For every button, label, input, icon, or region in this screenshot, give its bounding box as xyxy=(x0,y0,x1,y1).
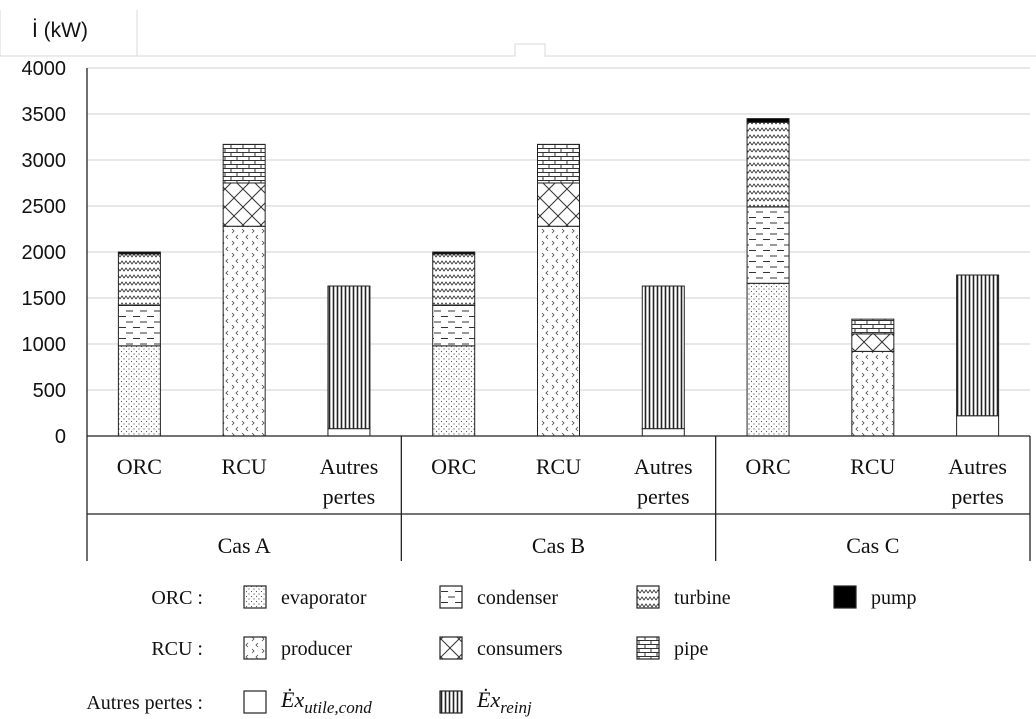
bar-segment-producer xyxy=(537,225,580,437)
legend-row-title: ORC : xyxy=(151,587,203,609)
bar-segment-consumers xyxy=(222,182,266,227)
legend-swatch-producer xyxy=(243,636,267,660)
bar-segment-turbine xyxy=(432,253,476,306)
axes xyxy=(86,68,1031,561)
bar-segment-ex_utile_cond xyxy=(956,415,1000,437)
legend-swatch-turbine xyxy=(636,585,660,609)
x-category-label: Autres pertes xyxy=(320,454,379,509)
y-tick-label: 2000 xyxy=(22,242,67,264)
bar-segment-ex_utile_cond xyxy=(641,428,685,437)
bar-segment-ex_reinj xyxy=(641,285,685,430)
y-axis-label: İ (kW) xyxy=(32,19,88,42)
bar-segment-pipe xyxy=(537,143,580,184)
header-tab-frame xyxy=(0,10,138,57)
bar-segment-pump xyxy=(432,251,476,255)
x-category-label: RCU xyxy=(536,454,581,479)
legend-swatch-ex_utile_cond xyxy=(243,690,267,714)
bar-segment-evaporator xyxy=(746,282,790,437)
bar-segment-ex_reinj xyxy=(327,285,371,430)
legend-row-title: Autres pertes : xyxy=(86,692,203,714)
legend-item-label: condenser xyxy=(477,587,558,609)
x-category-label: RCU xyxy=(222,454,267,479)
legend-item-label: consumers xyxy=(477,638,563,660)
y-tick-label: 1500 xyxy=(22,288,67,310)
legend-item-label: evaporator xyxy=(281,587,367,609)
y-tick-label: 4000 xyxy=(22,58,67,80)
y-tick-label: 2500 xyxy=(22,196,67,218)
x-category-label: Autres pertes xyxy=(948,454,1007,509)
bar-segment-consumers xyxy=(537,182,580,227)
y-tick-label: 3500 xyxy=(22,104,67,126)
bar-segment-pipe xyxy=(851,318,895,335)
bar-segment-pump xyxy=(746,118,790,123)
legend-swatch-ex_reinj xyxy=(439,690,463,714)
legend-swatch-condenser xyxy=(439,585,463,609)
legend-swatch-evaporator xyxy=(243,585,267,609)
x-group-label: Cas A xyxy=(218,533,271,558)
legend-item-label: Ėxutile,cond xyxy=(280,687,372,717)
bar-segment-pipe xyxy=(222,143,266,184)
bar-segment-condenser xyxy=(432,304,476,347)
legend-item-label: pump xyxy=(871,587,917,609)
bars xyxy=(117,118,1000,437)
y-axis-ticks: 0 500 1000 1500 2000 2500 3000 3500 4000 xyxy=(22,58,67,448)
bar-segment-condenser xyxy=(746,206,790,284)
legend-swatch-pipe xyxy=(636,636,660,660)
bar-segment-ex_reinj xyxy=(956,274,1000,417)
legend-swatch-consumers xyxy=(439,636,463,660)
bar-segment-turbine xyxy=(117,253,161,306)
bar-segment-pump xyxy=(117,251,161,255)
bar-segment-condenser xyxy=(117,304,161,347)
header-tab-line xyxy=(137,43,1036,57)
bar-segment-consumers xyxy=(851,333,895,352)
legend: ORC : evaporator condenser turbine pump RCU :… xyxy=(86,585,917,717)
legend-item-label: producer xyxy=(281,638,352,660)
bar-segment-producer xyxy=(222,225,266,437)
legend-item-label: pipe xyxy=(674,638,709,660)
bar-segment-ex_utile_cond xyxy=(327,428,371,437)
y-tick-label: 500 xyxy=(33,380,66,402)
legend-row-title: RCU : xyxy=(151,638,203,660)
x-category-label: ORC xyxy=(745,454,790,479)
y-tick-label: 1000 xyxy=(22,334,67,356)
y-tick-label: 3000 xyxy=(22,150,67,172)
legend-item-label: turbine xyxy=(674,587,731,609)
x-category-label: ORC xyxy=(117,454,162,479)
legend-swatch-pump xyxy=(833,585,857,609)
legend-item-label: Ėxreinj xyxy=(476,687,532,717)
bar-segment-evaporator xyxy=(432,345,476,437)
bar-segment-evaporator xyxy=(117,345,161,437)
x-category-label: ORC xyxy=(431,454,476,479)
y-tick-label: 0 xyxy=(55,426,66,448)
x-category-label: Autres pertes xyxy=(634,454,693,509)
x-category-label: RCU xyxy=(850,454,895,479)
bar-segment-producer xyxy=(851,350,895,437)
bar-segment-turbine xyxy=(746,121,790,208)
x-axis-labels: ORC RCU Autres pertes Cas A ORC RCU Autres perte… xyxy=(117,454,1007,558)
x-group-label: Cas B xyxy=(532,533,585,558)
x-group-label: Cas C xyxy=(846,533,899,558)
